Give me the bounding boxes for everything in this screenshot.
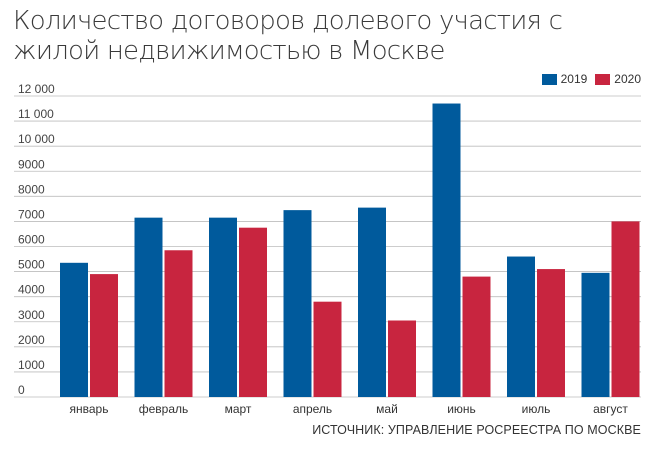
y-tick-label: 8000 — [18, 182, 45, 196]
bar-2020-1 — [164, 250, 193, 397]
legend-label-2020: 2020 — [614, 72, 641, 86]
y-axis-tick-labels: 0 1000 2000 3000 4000 5000 6000 7000 8000 9000 10 … — [18, 82, 55, 397]
y-tick-label: 9000 — [18, 157, 45, 171]
legend-item-2019: 2019 — [541, 72, 588, 86]
y-tick-label: 5000 — [18, 258, 45, 272]
bar-2019-0 — [60, 262, 88, 397]
y-tick-label: 0 — [18, 383, 25, 397]
y-tick-label: 6000 — [18, 233, 45, 247]
y-tick-label: 10 000 — [18, 132, 55, 146]
x-category-label: июнь — [447, 402, 476, 416]
y-tick-label: 4000 — [18, 283, 45, 297]
bar-2019-5 — [432, 103, 461, 398]
legend-item-2020: 2020 — [595, 72, 641, 86]
y-tick-label: 7000 — [18, 207, 45, 221]
x-axis-category-labels: январь февраль март апрель май июнь июль август — [70, 402, 629, 416]
bar-2020-6 — [537, 269, 565, 397]
bar-2019-1 — [134, 217, 163, 397]
y-tick-label: 1000 — [18, 358, 45, 372]
bar-2020-4 — [388, 320, 416, 397]
bar-2019-3 — [283, 210, 312, 397]
legend-swatch-2020 — [595, 73, 611, 85]
legend-swatch-2019 — [541, 73, 557, 85]
x-category-label: январь — [70, 402, 109, 416]
x-category-label: март — [225, 402, 252, 416]
y-tick-label: 2000 — [18, 333, 45, 347]
bar-2020-7 — [611, 221, 640, 397]
bar-2020-3 — [313, 301, 342, 397]
bar-2019-7 — [581, 272, 610, 397]
x-category-label: июль — [522, 402, 551, 416]
bar-2020-0 — [90, 274, 118, 397]
legend: 2019 2020 — [541, 72, 641, 86]
bar-2020-5 — [462, 276, 491, 397]
x-category-label: февраль — [139, 402, 189, 416]
chart-title: Количество договоров долевого участия с … — [13, 6, 563, 66]
y-tick-label: 3000 — [18, 308, 45, 322]
y-tick-label: 11 000 — [18, 107, 54, 121]
x-category-label: май — [376, 402, 398, 416]
source-note: ИСТОЧНИК: УПРАВЛЕНИЕ РОСРЕЕСТРА ПО МОСКВ… — [312, 423, 641, 437]
y-tick-label: 12 000 — [18, 82, 55, 96]
bar-2019-6 — [507, 256, 535, 397]
legend-label-2019: 2019 — [560, 72, 588, 86]
x-category-label: апрель — [293, 402, 332, 416]
bar-2019-2 — [209, 217, 237, 397]
bars — [60, 103, 640, 398]
x-category-label: август — [593, 402, 628, 416]
bar-2020-2 — [239, 227, 267, 397]
bar-2019-4 — [358, 207, 386, 397]
